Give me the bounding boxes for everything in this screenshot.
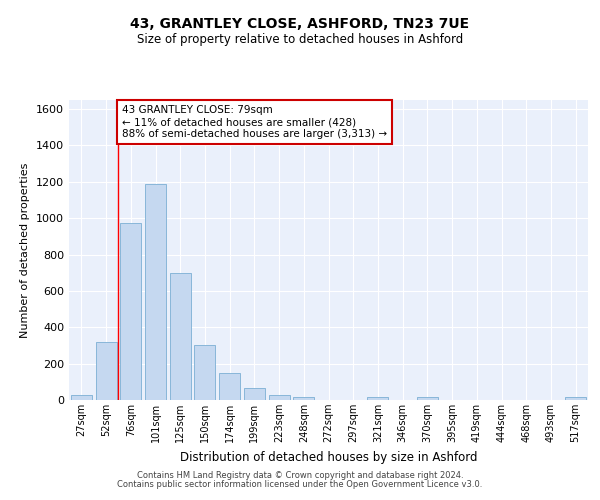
Bar — [145, 184, 166, 400]
Text: 43 GRANTLEY CLOSE: 79sqm
← 11% of detached houses are smaller (428)
88% of semi-: 43 GRANTLEY CLOSE: 79sqm ← 11% of detach… — [122, 106, 387, 138]
Y-axis label: Number of detached properties: Number of detached properties — [20, 162, 31, 338]
Bar — [120, 222, 141, 400]
X-axis label: Distribution of detached houses by size in Ashford: Distribution of detached houses by size … — [180, 450, 477, 464]
Text: Contains HM Land Registry data © Crown copyright and database right 2024.: Contains HM Land Registry data © Crown c… — [137, 471, 463, 480]
Bar — [244, 388, 265, 400]
Text: Contains public sector information licensed under the Open Government Licence v3: Contains public sector information licen… — [118, 480, 482, 489]
Bar — [269, 396, 290, 400]
Bar — [95, 342, 116, 400]
Bar — [367, 398, 388, 400]
Bar — [293, 398, 314, 400]
Bar — [194, 346, 215, 400]
Text: Size of property relative to detached houses in Ashford: Size of property relative to detached ho… — [137, 32, 463, 46]
Text: 43, GRANTLEY CLOSE, ASHFORD, TN23 7UE: 43, GRANTLEY CLOSE, ASHFORD, TN23 7UE — [130, 18, 470, 32]
Bar — [71, 396, 92, 400]
Bar — [219, 372, 240, 400]
Bar — [565, 398, 586, 400]
Bar — [417, 398, 438, 400]
Bar — [170, 272, 191, 400]
